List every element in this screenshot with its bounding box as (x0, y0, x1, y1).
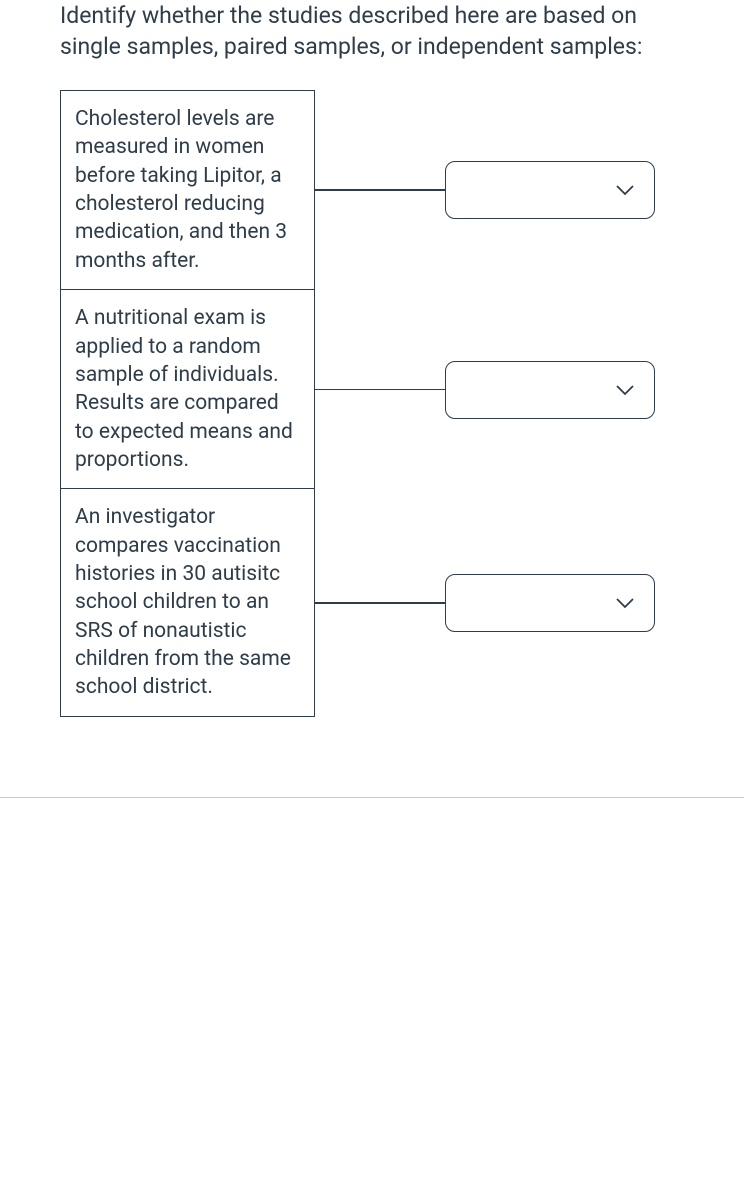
chevron-down-icon (614, 379, 636, 401)
chevron-down-icon (614, 592, 636, 614)
prompt-box: A nutritional exam is applied to a rando… (60, 290, 315, 489)
bottom-divider (0, 797, 744, 799)
answer-dropdown[interactable] (445, 574, 655, 632)
matching-area: Cholesterol levels are measured in women… (60, 90, 684, 717)
connector-line (315, 489, 445, 716)
prompt-box: Cholesterol levels are measured in women… (60, 90, 315, 290)
connector-line (315, 90, 445, 290)
question-text: Identify whether the studies described h… (60, 0, 684, 62)
answer-dropdown[interactable] (445, 361, 655, 419)
prompt-box: An investigator compares vaccination his… (60, 489, 315, 716)
match-row: An investigator compares vaccination his… (60, 489, 684, 716)
question-container: Identify whether the studies described h… (0, 0, 744, 757)
answer-dropdown[interactable] (445, 161, 655, 219)
chevron-down-icon (614, 179, 636, 201)
match-row: A nutritional exam is applied to a rando… (60, 290, 684, 489)
match-row: Cholesterol levels are measured in women… (60, 90, 684, 290)
connector-line (315, 290, 445, 489)
